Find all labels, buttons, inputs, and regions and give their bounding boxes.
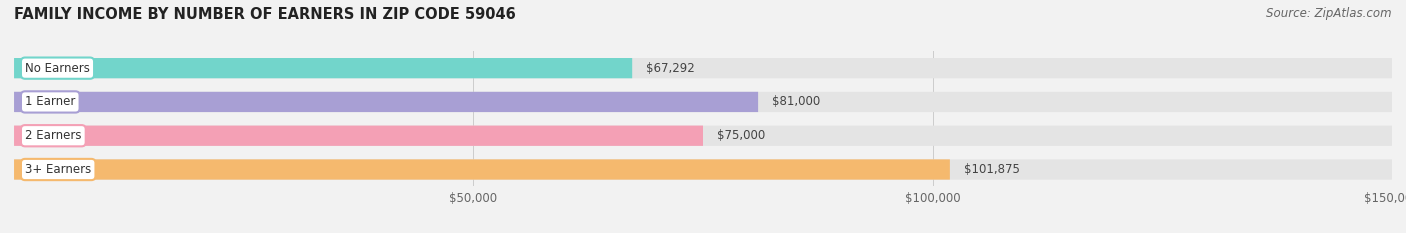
Text: 3+ Earners: 3+ Earners [25, 163, 91, 176]
Text: FAMILY INCOME BY NUMBER OF EARNERS IN ZIP CODE 59046: FAMILY INCOME BY NUMBER OF EARNERS IN ZI… [14, 7, 516, 22]
Text: $101,875: $101,875 [963, 163, 1019, 176]
Text: No Earners: No Earners [25, 62, 90, 75]
FancyBboxPatch shape [14, 126, 703, 146]
FancyBboxPatch shape [14, 159, 1392, 180]
FancyBboxPatch shape [14, 92, 758, 112]
FancyBboxPatch shape [14, 58, 633, 78]
FancyBboxPatch shape [14, 126, 1392, 146]
Text: $67,292: $67,292 [645, 62, 695, 75]
Text: Source: ZipAtlas.com: Source: ZipAtlas.com [1267, 7, 1392, 20]
FancyBboxPatch shape [14, 159, 950, 180]
FancyBboxPatch shape [14, 92, 1392, 112]
Text: $75,000: $75,000 [717, 129, 765, 142]
Text: $81,000: $81,000 [772, 96, 820, 108]
Text: 2 Earners: 2 Earners [25, 129, 82, 142]
Text: 1 Earner: 1 Earner [25, 96, 76, 108]
FancyBboxPatch shape [14, 58, 1392, 78]
